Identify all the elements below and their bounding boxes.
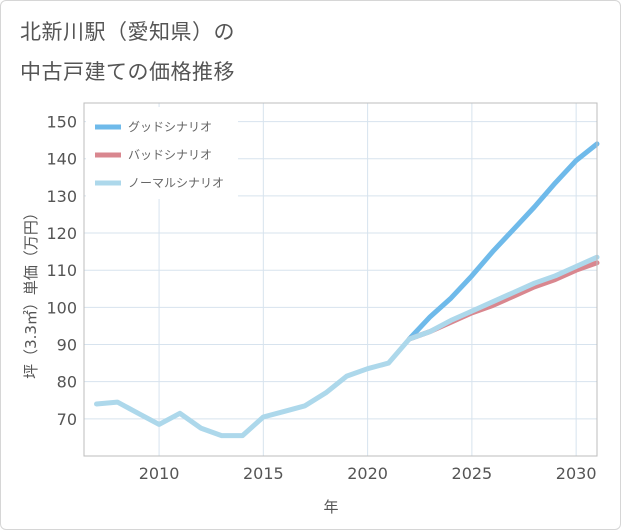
chart-title-line2: 中古戸建ての価格推移 (20, 60, 235, 84)
y-tick-label: 100 (46, 298, 77, 317)
y-tick-label: 140 (46, 150, 77, 169)
chart-title-line1: 北新川駅（愛知県）の (20, 20, 235, 44)
legend-label-normal: ノーマルシナリオ (128, 176, 224, 190)
x-tick-label: 2025 (452, 464, 493, 483)
y-tick-label: 80 (57, 373, 77, 392)
x-tick-label: 2015 (243, 464, 284, 483)
y-tick-labels: 70 80 90 100 110 120 130 140 150 (46, 113, 77, 429)
series-lines (94, 141, 600, 439)
y-tick-label: 130 (46, 187, 77, 206)
x-tick-label: 2020 (347, 464, 388, 483)
x-tick-label: 2030 (556, 464, 597, 483)
x-tick-labels: 2010 2015 2020 2025 2030 (139, 464, 597, 483)
y-tick-label: 110 (46, 261, 77, 280)
y-tick-label: 90 (57, 336, 77, 355)
x-tick-label: 2010 (139, 464, 180, 483)
y-tick-label: 150 (46, 113, 77, 132)
legend-label-bad: バッドシナリオ (128, 148, 212, 162)
plot-border (83, 102, 598, 457)
series-line-normal (94, 254, 600, 439)
y-tick-label: 70 (57, 410, 77, 429)
y-axis-label: 坪（3.3㎡）単価（万円） (22, 205, 40, 379)
legend: グッドシナリオ バッドシナリオ ノーマルシナリオ (86, 107, 238, 199)
y-tick-label: 120 (46, 224, 77, 243)
series-line-good (406, 141, 600, 342)
x-axis-label: 年 (323, 498, 338, 516)
legend-label-good: グッドシナリオ (128, 120, 212, 134)
